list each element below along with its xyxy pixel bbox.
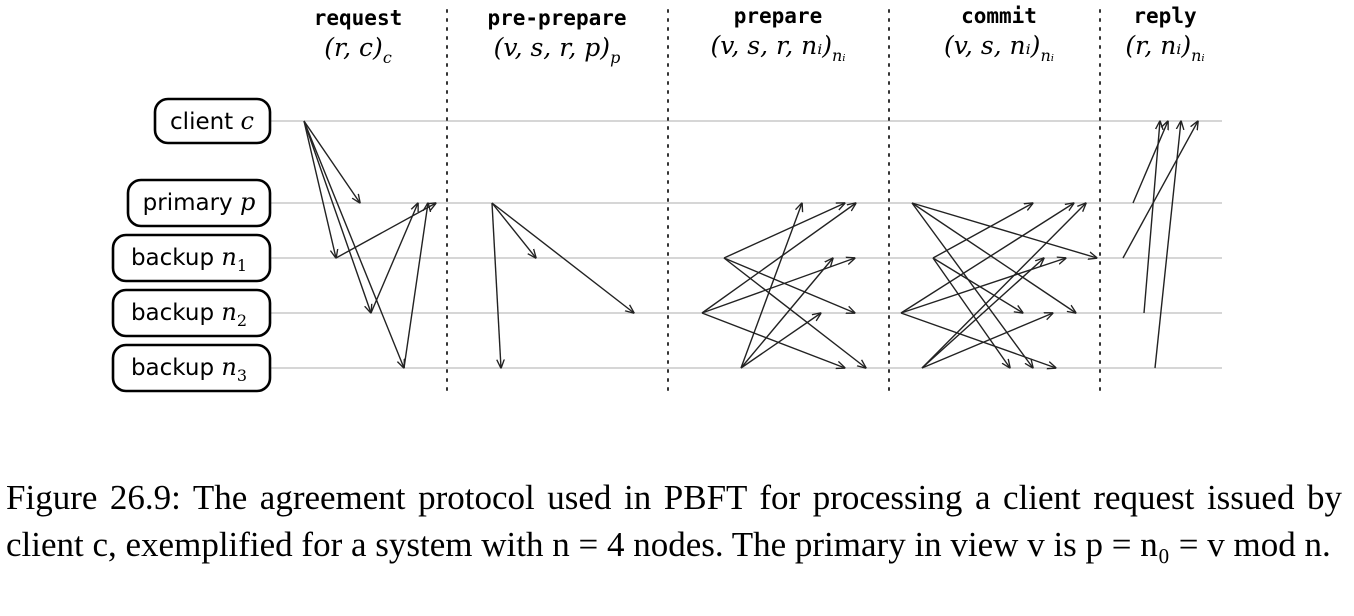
reply-arrows [1122,121,1198,369]
reply-arrow-backup-2-to-client [1143,121,1160,314]
phase-prepare-message: (v, s, r, nᵢ)nᵢ [710,31,845,65]
pre-prepare-arrow-to-backup-3 [491,202,501,368]
prepare-arrow-b2-to-backup-3 [701,312,845,368]
phase-reply-message: (r, nᵢ)nᵢ [1125,31,1204,65]
phase-reply-name: reply [1133,4,1197,28]
commit-arrow-b3-to-backup-2 [921,313,1053,369]
node-backup-1-box [111,233,272,283]
reply-arrow-primary-to-client [1132,121,1168,204]
prepare-arrow-b3-to-backup-1 [740,258,833,369]
phase-pre-prepare-message: (v, s, r, p)p [494,33,621,67]
request-arrow-backup-2-to-primary [370,203,418,314]
commit-arrow-p-to-backup-2 [911,202,1076,313]
request-arrow-backup-1-to-primary [335,203,436,259]
node-primary-label: primary p [143,188,256,216]
reply-arrow-backup-1-to-client [1122,121,1198,259]
prepare-arrow-b2-to-primary [701,203,856,314]
figure-caption: Figure 26.9: The agreement protocol used… [6,478,1342,564]
phase-request-name: request [314,6,403,30]
node-backup-2-box [111,288,272,338]
commit-arrows [900,202,1097,369]
commit-arrow-b1-to-backup-3 [932,257,1010,368]
pre-prepare-arrow-to-backup-2 [491,202,634,313]
request-arrows [303,120,436,369]
request-arrow-client-to-backup-2 [303,120,371,313]
node-backup-3-box [111,343,272,393]
prepare-arrow-b3-to-primary [740,203,802,369]
commit-arrow-p-to-backup-3 [911,202,1033,368]
phase-commit-message: (v, s, nᵢ)nᵢ [944,31,1054,65]
commit-arrow-b3-to-primary [921,203,1086,369]
phase-headers: request (r, c)c pre-prepare (v, s, r, p)… [314,4,1205,67]
prepare-arrows [701,203,866,369]
prepare-arrow-b3-to-backup-2 [740,313,821,369]
node-backup-1-label: backup n1 [131,243,247,275]
commit-arrow-p-to-backup-1 [911,202,1097,258]
reply-arrow-backup-3-to-client [1154,121,1181,369]
node-backup-3: backup n3 [111,343,272,393]
node-backup-2-label: backup n2 [131,298,247,330]
commit-arrow-b2-to-primary [900,203,1074,314]
node-client-label: client c [170,107,254,135]
phase-pre-prepare-name: pre-prepare [487,6,626,30]
request-arrow-backup-3-to-primary [403,203,428,369]
pbft-diagram: request (r, c)c pre-prepare (v, s, r, p)… [111,4,1222,396]
phase-separators [446,9,1101,396]
commit-arrow-b1-to-backup-2 [932,257,1023,313]
prepare-arrow-b1-to-backup-2 [723,257,855,313]
node-primary-box [126,178,272,228]
prepare-arrow-b1-to-backup-3 [723,257,866,368]
node-backup-1: backup n1 [111,233,272,283]
phase-prepare-name: prepare [734,4,823,28]
pre-prepare-arrow-to-backup-1 [491,202,536,258]
request-arrow-client-to-backup-1 [303,120,336,258]
phase-commit-name: commit [961,4,1037,28]
node-backup-3-label: backup n3 [131,353,247,385]
commit-arrow-b2-to-backup-3 [900,312,1056,368]
phase-request-message: (r, c)c [324,33,392,67]
request-arrow-client-to-backup-3 [303,120,404,368]
pre-prepare-arrows [491,202,634,368]
node-client-box [153,97,272,145]
timelines [270,120,1222,369]
node-primary: primary p [126,178,272,228]
request-arrow-client-to-primary [303,120,360,203]
node-client: client c [153,97,272,145]
prepare-arrow-b1-to-primary [723,203,845,259]
commit-arrow-b1-to-primary [932,203,1033,259]
commit-arrow-b2-to-backup-1 [900,258,1066,314]
commit-arrow-b3-to-backup-1 [921,258,1044,369]
node-backup-2: backup n2 [111,288,272,338]
